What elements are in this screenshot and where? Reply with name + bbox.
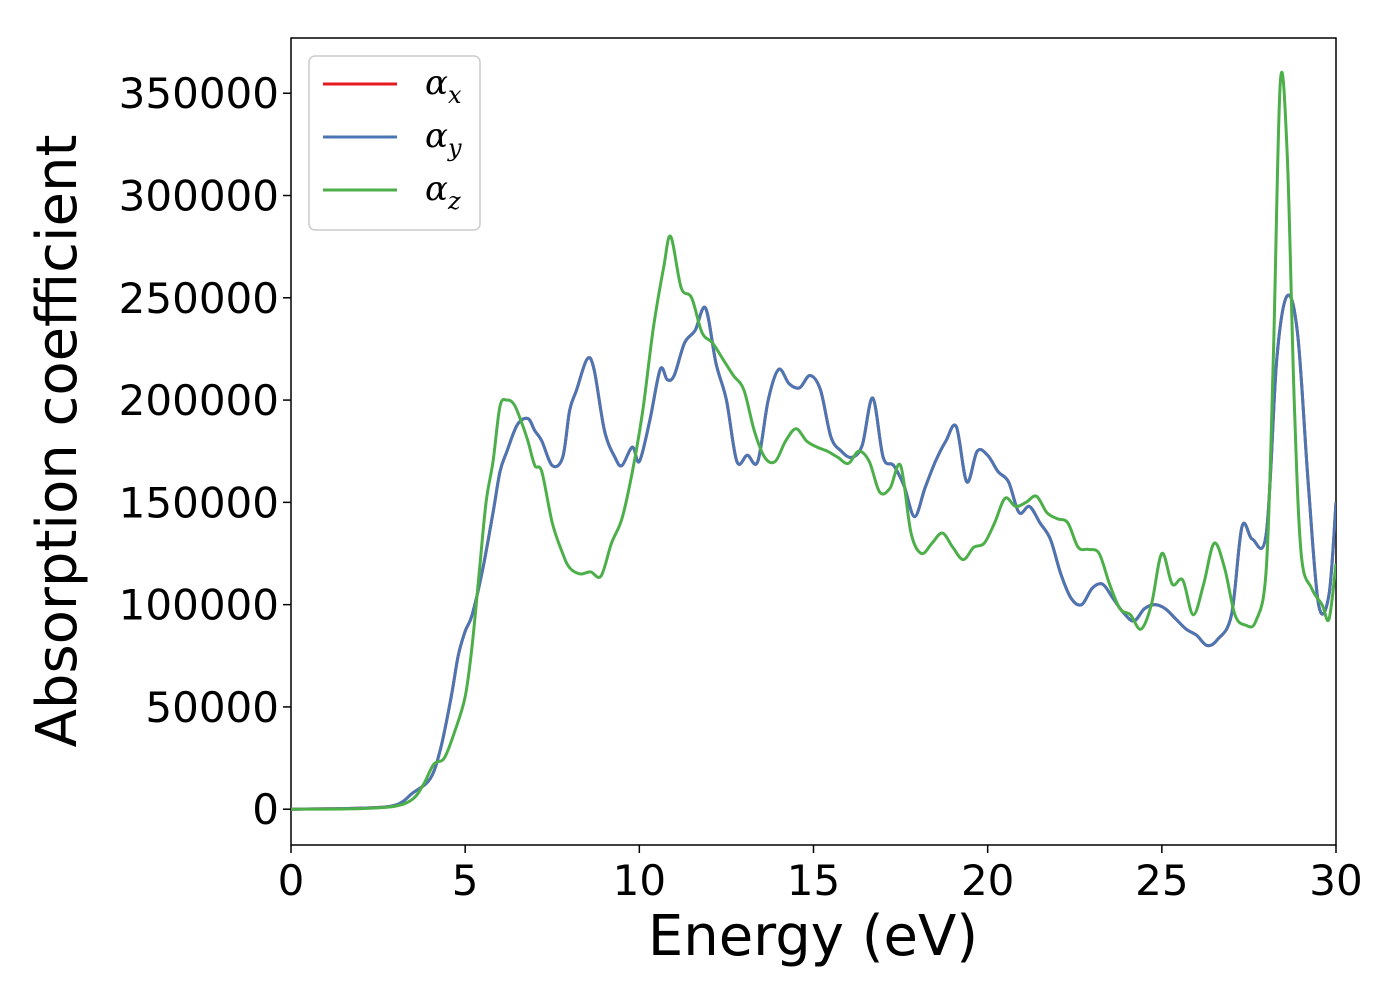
x-tick-label: 30 <box>1309 856 1362 905</box>
legend-symbol: α <box>425 169 448 209</box>
legend-subscript: x <box>448 81 462 109</box>
y-tick-label: 0 <box>252 785 279 834</box>
legend-subscript: y <box>447 134 462 162</box>
x-tick-label: 10 <box>613 856 666 905</box>
x-axis-title: Energy (eV) <box>648 904 978 969</box>
x-tick-label: 0 <box>278 856 305 905</box>
y-axis-title: Absorption coefficient <box>25 135 90 748</box>
x-tick-label: 20 <box>961 856 1014 905</box>
legend-label-z: αz <box>425 169 461 215</box>
series-layer <box>291 70 1336 811</box>
x-tick-label: 5 <box>452 856 479 905</box>
series-line-y <box>291 293 1336 811</box>
x-axis: 0 5 10 15 20 25 30 <box>278 845 1363 905</box>
y-tick-label: 250000 <box>119 274 279 323</box>
y-tick-label: 200000 <box>119 376 279 425</box>
legend-symbol: α <box>425 63 448 103</box>
legend-subscript: z <box>447 187 461 215</box>
y-axis: 0 50000 100000 150000 200000 250000 300000 3500… <box>119 69 291 834</box>
legend-box <box>308 55 481 231</box>
y-tick-label: 100000 <box>119 581 279 630</box>
legend-label-y: αy <box>425 116 462 162</box>
legend-label-x: αx <box>425 63 462 109</box>
x-tick-label: 25 <box>1135 856 1188 905</box>
y-tick-label: 350000 <box>119 69 279 118</box>
y-tick-label: 300000 <box>119 172 279 221</box>
x-tick-label: 15 <box>787 856 840 905</box>
series-line-z <box>291 70 1336 811</box>
y-tick-label: 150000 <box>119 478 279 527</box>
legend-symbol: α <box>425 116 448 156</box>
y-tick-label: 50000 <box>145 683 279 732</box>
